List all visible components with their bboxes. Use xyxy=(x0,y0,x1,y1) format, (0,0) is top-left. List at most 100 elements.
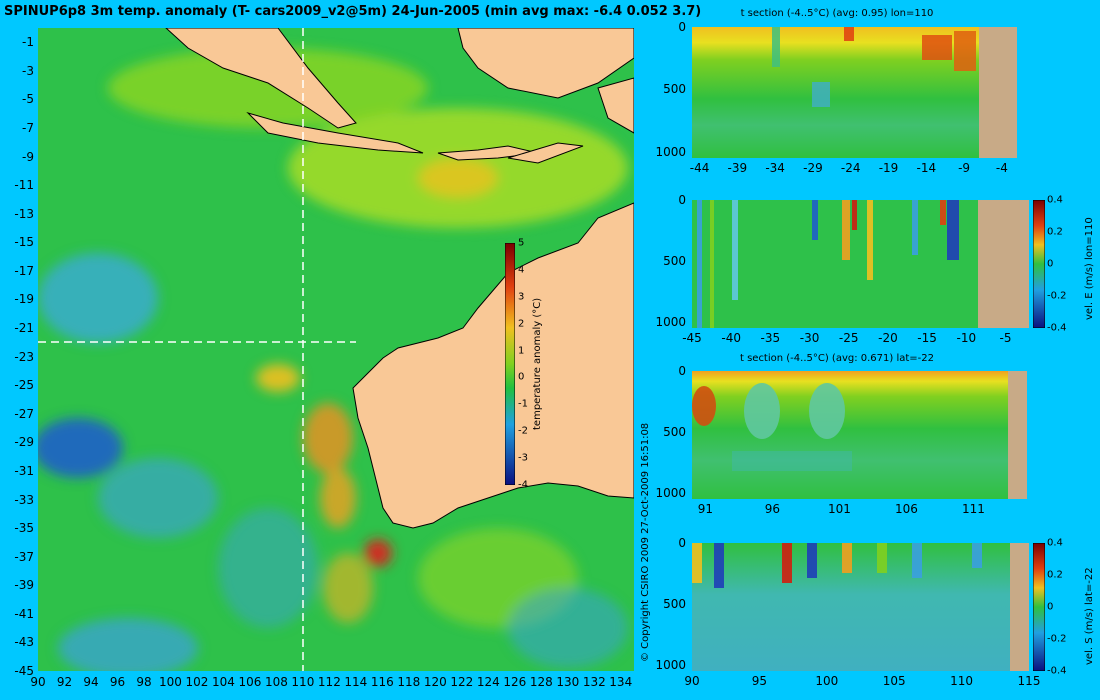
map-x-tick: 112 xyxy=(317,675,341,689)
section-colorbar-tick: 0.2 xyxy=(1047,226,1063,238)
map-y-tick: -45 xyxy=(14,664,34,678)
map-colorbar-tick: 3 xyxy=(518,291,525,303)
map-x-tick: 108 xyxy=(264,675,288,689)
section-x-tick: -4 xyxy=(995,161,1008,175)
map-colorbar-tick: -2 xyxy=(518,425,528,437)
section-y-tick: 1000 xyxy=(655,144,686,159)
t-section-lon-plot xyxy=(692,27,1017,158)
map-x-tick: 128 xyxy=(529,675,553,689)
section-x-tick: -15 xyxy=(917,331,937,345)
section-y-tick: 1000 xyxy=(655,314,686,329)
section-x-tick: 106 xyxy=(894,502,918,516)
section-x-tick: -9 xyxy=(958,161,971,175)
map-colorbar-tick: -3 xyxy=(518,452,528,464)
t-section-lon-title: t section (-4..5°C) (avg: 0.95) lon=110 xyxy=(740,8,934,19)
section-colorbar-tick: -0.2 xyxy=(1047,290,1067,302)
section-y-tick: 0 xyxy=(678,20,686,34)
section-x-tick: 115 xyxy=(1017,674,1041,688)
section-x-tick: 101 xyxy=(827,502,851,516)
vel-e-colorbar-label: vel. E (m/s) lon=110 xyxy=(1084,217,1095,320)
map-y-tick: -33 xyxy=(14,492,34,507)
section-x-tick: -29 xyxy=(803,161,823,175)
map-y-tick: -37 xyxy=(14,549,34,564)
map-y-tick: -27 xyxy=(14,406,34,421)
section-y-tick: 500 xyxy=(663,424,686,439)
map-y-tick: -43 xyxy=(14,635,34,650)
map-x-tick: 100 xyxy=(158,675,182,689)
anomaly-map xyxy=(38,28,634,671)
section-colorbar-tick: -0.4 xyxy=(1047,322,1067,334)
map-x-tick: 104 xyxy=(211,675,235,689)
anomaly-blobs xyxy=(38,48,628,671)
map-x-tick: 120 xyxy=(423,675,447,689)
map-colorbar-tick: 5 xyxy=(518,237,525,249)
map-x-tick: 96 xyxy=(109,675,126,689)
section-x-tick: -35 xyxy=(760,331,781,345)
map-x-tick: 94 xyxy=(83,675,99,689)
vel-s-colorbar-label: vel. S (m/s) lat=-22 xyxy=(1084,567,1095,665)
map-y-tick: -29 xyxy=(14,435,34,450)
map-colorbar-tick: 1 xyxy=(518,345,525,357)
section-x-tick: -19 xyxy=(878,161,899,175)
map-y-tick: -39 xyxy=(14,578,34,593)
section-y-tick: 0 xyxy=(678,193,686,207)
section-x-tick: -39 xyxy=(727,161,748,175)
map-x-tick: 116 xyxy=(370,675,394,689)
t-section-lat-plot xyxy=(692,371,1027,499)
map-y-tick: -19 xyxy=(14,292,34,307)
map-y-tick: -15 xyxy=(14,235,34,250)
section-x-tick: 100 xyxy=(815,674,839,688)
map-y-tick: -1 xyxy=(22,35,34,50)
section-x-tick: 96 xyxy=(764,502,781,516)
map-colorbar-tick: 2 xyxy=(518,318,525,330)
section-colorbar-tick: -0.2 xyxy=(1047,633,1067,645)
map-y-tick: -31 xyxy=(14,463,34,478)
map-y-tick: -9 xyxy=(22,149,34,164)
map-y-tick: -7 xyxy=(22,121,34,136)
section-x-tick: 91 xyxy=(697,502,714,516)
map-x-tick: 114 xyxy=(344,675,368,689)
section-x-tick: -30 xyxy=(799,331,820,345)
map-x-tick: 134 xyxy=(609,675,633,689)
map-y-tick: -23 xyxy=(14,349,34,364)
section-x-tick: -24 xyxy=(840,161,861,175)
map-y-tick: -5 xyxy=(22,92,34,107)
section-y-tick: 0 xyxy=(678,364,686,378)
section-y-tick: 500 xyxy=(663,596,686,611)
vel-s-section-plot xyxy=(692,543,1029,671)
vel-e-section-plot xyxy=(692,200,1029,328)
section-x-tick: 105 xyxy=(882,674,906,688)
map-colorbar-tick: 0 xyxy=(518,371,525,383)
map-colorbar-tick: 4 xyxy=(518,264,525,276)
section-x-tick: -5 xyxy=(999,331,1012,345)
section-y-tick: 500 xyxy=(663,82,686,97)
vel-s-colorbar xyxy=(1033,543,1045,671)
section-x-tick: -25 xyxy=(838,331,859,345)
section-y-tick: 1000 xyxy=(655,485,686,500)
section-x-tick: -10 xyxy=(956,331,977,345)
map-y-tick: -13 xyxy=(14,206,34,221)
map-x-tick: 98 xyxy=(136,675,152,689)
map-y-tick: -35 xyxy=(14,521,34,536)
map-x-tick: 90 xyxy=(30,675,46,689)
section-x-tick: 111 xyxy=(961,502,985,516)
map-colorbar-label: temperature anomaly (°C) xyxy=(532,297,543,430)
map-y-tick: -3 xyxy=(22,63,34,78)
map-x-tick: 102 xyxy=(185,675,209,689)
map-y-tick: -21 xyxy=(14,321,34,336)
chart-title: SPINUP6p8 3m temp. anomaly (T- cars2009_… xyxy=(4,4,702,19)
section-x-tick: 110 xyxy=(950,674,974,688)
section-y-tick: 1000 xyxy=(655,657,686,672)
section-y-tick: 500 xyxy=(663,253,686,268)
section-x-tick: -20 xyxy=(878,331,898,345)
section-x-tick: -44 xyxy=(689,161,710,175)
map-y-tick: -25 xyxy=(14,378,34,393)
map-colorbar-tick: -1 xyxy=(518,398,528,410)
section-colorbar-tick: 0 xyxy=(1047,258,1054,270)
map-y-tick: -11 xyxy=(14,178,34,193)
section-x-tick: 90 xyxy=(684,674,700,688)
section-x-tick: -14 xyxy=(916,161,937,175)
section-x-tick: -34 xyxy=(765,161,785,175)
land xyxy=(165,28,634,529)
section-x-tick: -45 xyxy=(682,331,702,345)
